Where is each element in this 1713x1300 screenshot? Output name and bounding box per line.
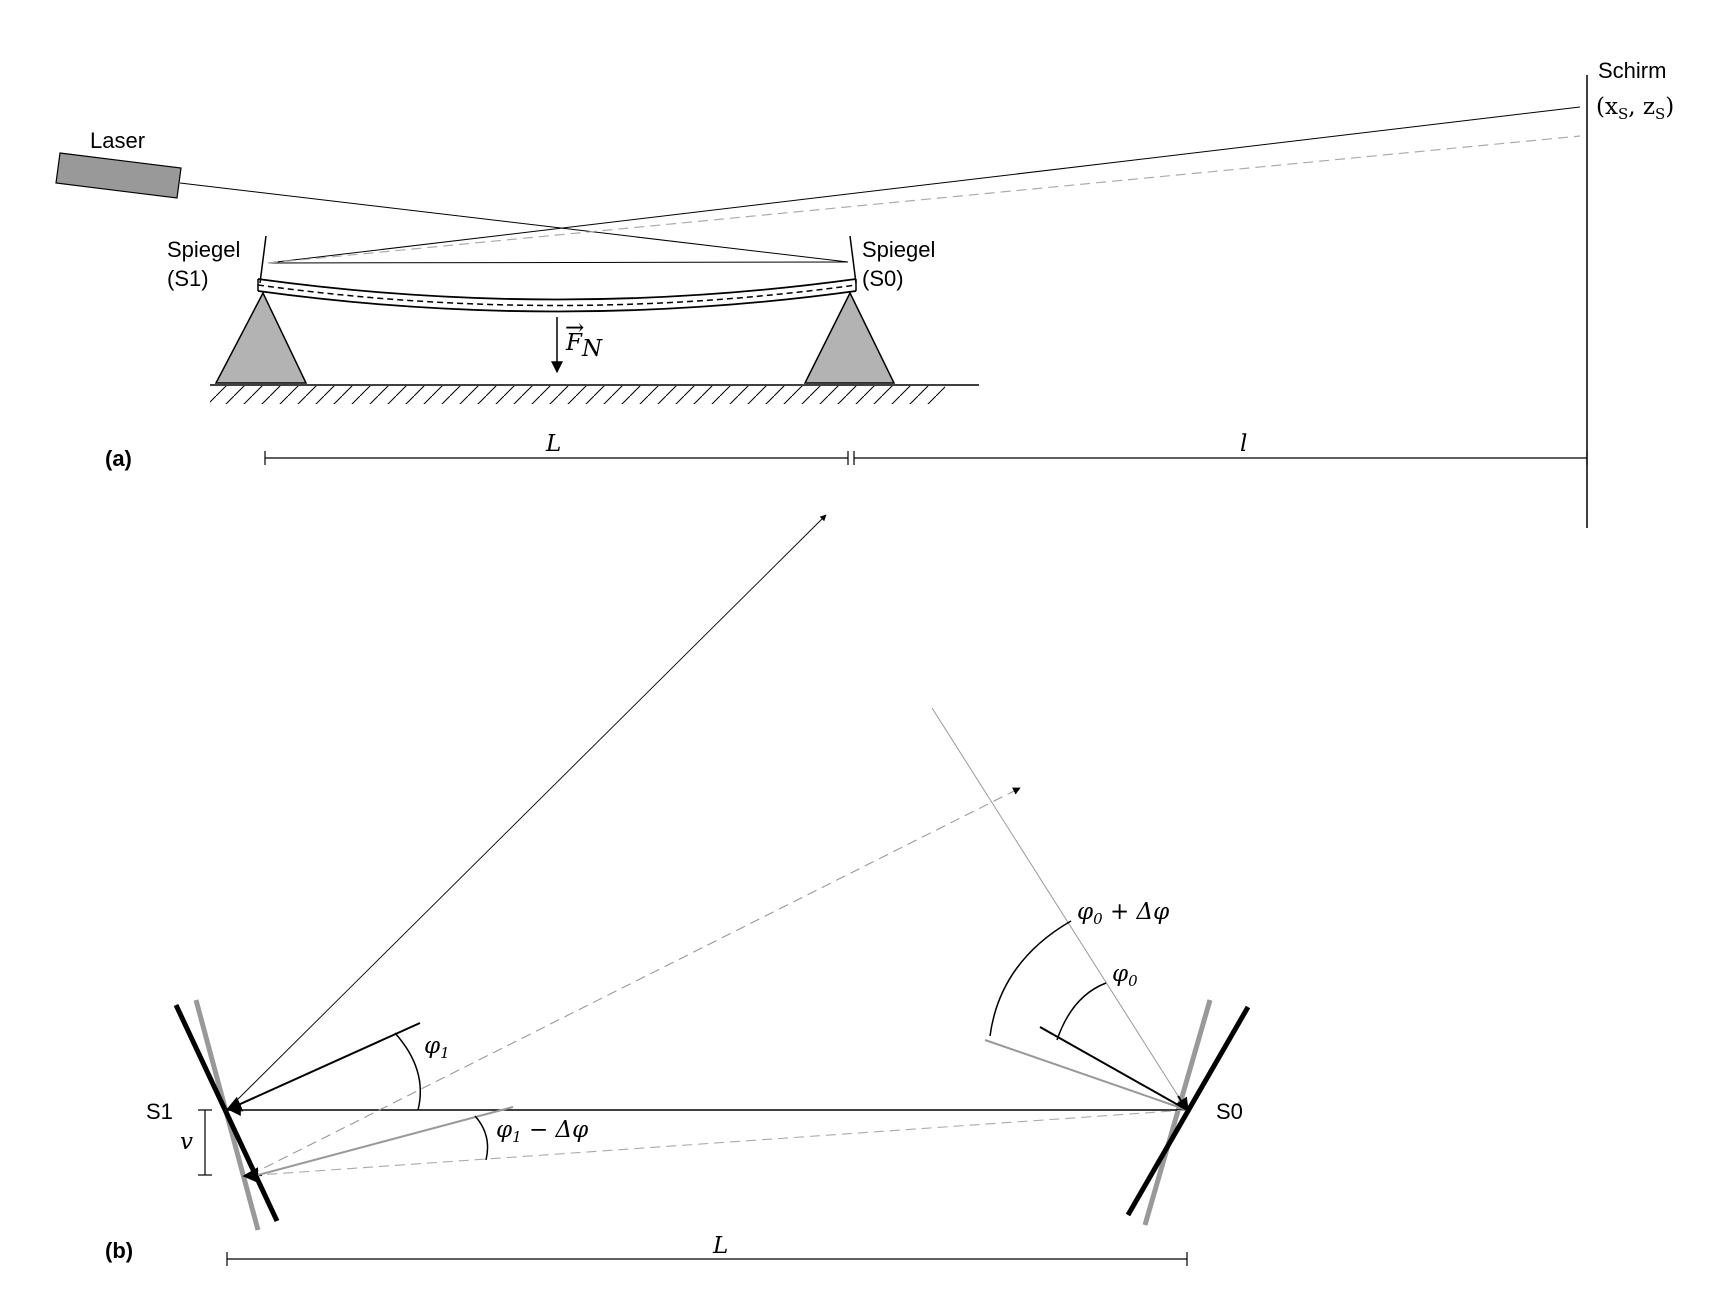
angle-phi1-label: φ1 — [424, 1033, 450, 1062]
beam-s0-to-s1 — [267, 261, 849, 264]
laser-label: Laser — [90, 128, 145, 153]
normal-s1 — [225, 1022, 421, 1112]
panel-a: Laser Spiegel (S1) Spiegel (S0) → F N — [55, 58, 1674, 528]
ground-hatch — [210, 386, 945, 404]
beam-s0-to-s1-dashed — [257, 1109, 1188, 1176]
mirror-s1-label-line1: Spiegel — [167, 237, 240, 262]
dim-L-b-label: L — [712, 1233, 728, 1259]
force-vector-mark: → — [565, 315, 584, 341]
laser-beam — [179, 182, 849, 263]
force-label: F — [565, 330, 583, 356]
screen-point-label: (xS, zS) — [1596, 94, 1674, 123]
v-label: v — [180, 1129, 193, 1155]
support-left — [214, 291, 308, 384]
s1-label: S1 — [146, 1099, 173, 1124]
arc-phi1-minus — [474, 1115, 489, 1161]
angle-phi1-minus-label: φ1 − Δφ — [496, 1117, 589, 1146]
force-label-sub: N — [581, 336, 603, 362]
panel-b: φ1 φ1 − Δφ φ0 φ0 + Δφ S1 S0 v L (b) — [105, 514, 1251, 1266]
dim-L-a-label: L — [545, 431, 561, 457]
normal-s0-tilted — [984, 1039, 1188, 1111]
arc-phi1 — [394, 1032, 422, 1111]
beam-plate-bottom — [257, 290, 857, 313]
s0-arrow-tip — [1175, 1095, 1189, 1113]
svg-text:(xS, zS): (xS, zS) — [1596, 94, 1674, 123]
mirror-s0-label-line1: Spiegel — [862, 237, 935, 262]
beam-plate-top — [257, 278, 857, 301]
incident-line-s0 — [931, 707, 1188, 1111]
beam-s1-up — [226, 514, 827, 1111]
beam-s1-to-screen — [267, 106, 1581, 264]
dim-l-label: l — [1240, 431, 1247, 457]
mirror-s1-tilted — [173, 1003, 280, 1223]
s0-label: S0 — [1216, 1099, 1243, 1124]
beam-s1-up-dashed — [249, 787, 1021, 1176]
screen-label: Schirm — [1598, 58, 1666, 83]
normal-s1-tilted — [257, 1106, 514, 1176]
laser-body — [55, 152, 182, 199]
beam-plate-mid — [257, 284, 857, 307]
arc-phi0-plus — [989, 920, 1072, 1037]
angle-phi0-plus-label: φ0 + Δφ — [1077, 899, 1170, 928]
mirror-s0-label-line2: (S0) — [862, 266, 904, 291]
mirror-s1-label-line2: (S1) — [167, 266, 209, 291]
mirror-s0-a — [849, 235, 857, 284]
beam-deflected-dashed — [267, 135, 1581, 264]
mirror-s0-original — [1142, 999, 1213, 1226]
support-right — [803, 291, 896, 384]
mirror-s1-a — [259, 235, 267, 284]
arc-phi0 — [1056, 982, 1107, 1041]
normal-s0 — [1039, 1026, 1188, 1111]
panel-b-tag: (b) — [105, 1238, 133, 1263]
panel-a-tag: (a) — [105, 446, 132, 471]
angle-phi0-label: φ0 — [1112, 961, 1138, 990]
